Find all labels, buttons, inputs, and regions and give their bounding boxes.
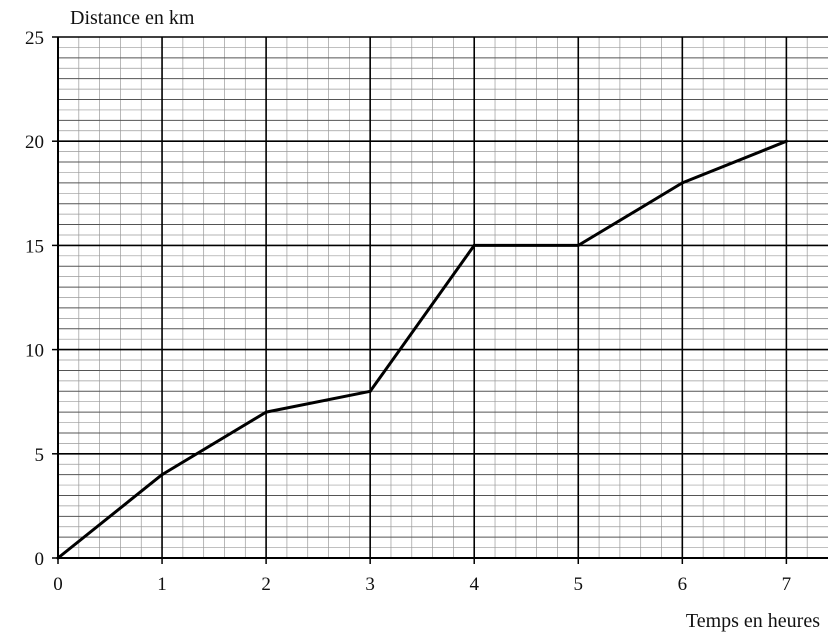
y-tick-label: 25 xyxy=(25,28,44,49)
x-tick-label: 3 xyxy=(365,574,375,595)
y-axis-title: Distance en km xyxy=(70,7,195,29)
y-tick-label: 10 xyxy=(25,341,44,362)
data-point xyxy=(161,473,164,476)
data-point xyxy=(473,244,476,247)
data-point xyxy=(577,244,580,247)
y-tick-label: 0 xyxy=(35,549,45,570)
x-tick-label: 5 xyxy=(574,574,584,595)
x-tick-label: 1 xyxy=(157,574,167,595)
x-tick-label: 2 xyxy=(261,574,271,595)
data-point xyxy=(57,557,60,560)
data-point xyxy=(369,390,372,393)
x-tick-label: 4 xyxy=(469,574,479,595)
data-point xyxy=(265,411,268,414)
data-point xyxy=(785,140,788,143)
y-tick-labels: 0 5 10 15 20 25 xyxy=(25,28,44,570)
x-tick-labels: 0 1 2 3 4 5 6 7 xyxy=(53,574,791,595)
y-tick-label: 15 xyxy=(25,236,44,257)
y-tick-label: 5 xyxy=(35,445,45,466)
x-tick-label: 7 xyxy=(782,574,792,595)
y-tick-label: 20 xyxy=(25,132,44,153)
data-point xyxy=(681,181,684,184)
minor-grid xyxy=(58,37,828,558)
x-tick-label: 0 xyxy=(53,574,63,595)
x-axis-title: Temps en heures xyxy=(686,610,820,632)
x-tick-label: 6 xyxy=(678,574,688,595)
